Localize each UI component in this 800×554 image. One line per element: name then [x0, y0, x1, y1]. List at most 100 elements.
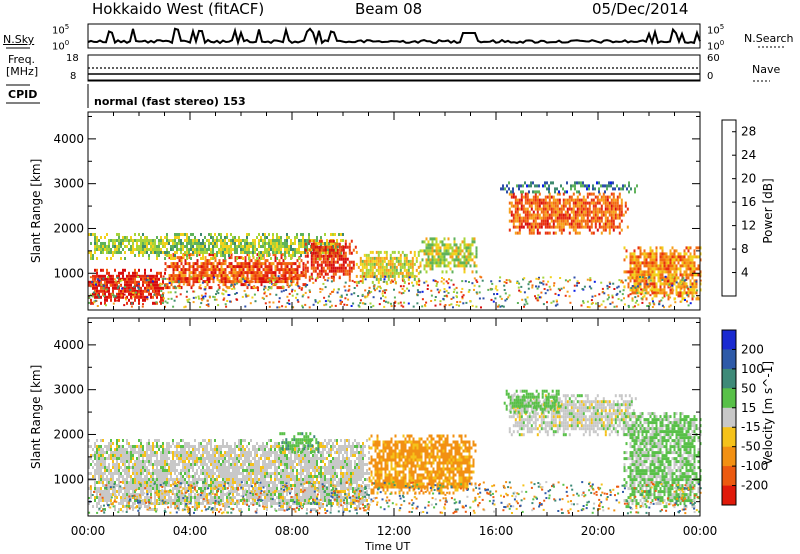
data-cell — [419, 261, 422, 265]
data-cell — [666, 280, 669, 283]
data-cell — [689, 279, 692, 283]
data-cell — [98, 481, 100, 484]
data-cell — [570, 187, 572, 191]
data-cell — [536, 213, 539, 217]
data-cell — [576, 225, 579, 229]
data-cell — [182, 277, 185, 281]
data-cell — [262, 251, 264, 254]
data-cell — [170, 265, 173, 269]
data-cell — [645, 261, 648, 265]
data-cell — [162, 286, 164, 290]
data-cell — [461, 261, 464, 265]
data-cell — [166, 454, 168, 457]
data-cell — [286, 248, 288, 251]
data-cell — [467, 243, 470, 247]
data-cell — [112, 251, 114, 254]
data-cell — [228, 248, 230, 251]
data-cell — [350, 305, 353, 307]
data-cell — [510, 190, 512, 194]
data-cell — [499, 295, 502, 298]
data-cell — [266, 254, 268, 257]
data-cell — [312, 281, 315, 284]
data-cell — [522, 184, 524, 188]
data-cell — [198, 239, 200, 242]
data-cell — [272, 262, 275, 266]
data-cell — [553, 284, 555, 287]
data-cell — [336, 269, 339, 273]
data-cell — [198, 245, 200, 248]
data-cell — [546, 201, 549, 205]
data-cell — [159, 294, 162, 297]
data-cell — [91, 280, 93, 283]
data-cell — [669, 261, 672, 265]
data-cell — [528, 210, 531, 214]
data-cell — [412, 305, 415, 308]
data-cell — [544, 184, 546, 188]
data-cell — [538, 201, 541, 205]
data-cell — [394, 282, 397, 285]
data-cell — [626, 187, 628, 191]
data-cell — [134, 451, 136, 454]
data-cell — [206, 268, 209, 272]
data-cell — [218, 259, 221, 263]
data-cell — [284, 248, 286, 251]
data-cell — [342, 257, 345, 261]
data-cell — [655, 282, 658, 286]
data-cell — [210, 277, 213, 281]
data-cell — [246, 239, 248, 242]
data-cell — [192, 245, 194, 248]
data-cell — [651, 273, 654, 277]
data-cell — [620, 279, 623, 282]
data-cell — [510, 204, 513, 208]
data-cell — [364, 302, 367, 305]
data-cell — [312, 242, 315, 246]
data-cell — [461, 295, 464, 298]
data-cell — [302, 242, 304, 245]
data-cell — [92, 274, 94, 278]
data-cell — [220, 245, 222, 248]
nsearch-label: N.Search — [744, 32, 794, 45]
data-cell — [421, 240, 424, 244]
data-cell — [582, 201, 585, 205]
data-cell — [453, 288, 456, 291]
data-cell — [116, 439, 118, 442]
data-cell — [379, 285, 381, 288]
data-cell — [220, 248, 222, 251]
data-cell — [582, 181, 584, 185]
data-cell — [94, 445, 96, 448]
data-cell — [268, 248, 270, 251]
data-cell — [345, 293, 348, 296]
data-cell — [196, 242, 198, 245]
data-cell — [397, 274, 400, 278]
data-cell — [100, 245, 102, 248]
data-cell — [685, 264, 688, 268]
data-cell — [467, 255, 470, 259]
data-cell — [156, 292, 158, 296]
data-cell — [689, 246, 692, 250]
data-cell — [162, 457, 164, 460]
data-cell — [433, 258, 436, 262]
data-cell — [440, 280, 443, 283]
data-cell — [449, 246, 452, 250]
data-cell — [298, 277, 301, 281]
data-cell — [490, 298, 493, 301]
data-cell — [639, 279, 642, 283]
data-cell — [110, 472, 112, 475]
data-cell — [326, 251, 328, 254]
data-cell — [168, 242, 170, 245]
data-cell — [681, 261, 684, 265]
data-cell — [651, 279, 654, 283]
data-cell — [344, 297, 347, 300]
data-cell — [442, 282, 445, 285]
data-cell — [637, 261, 640, 265]
data-cell — [108, 251, 110, 254]
data-cell — [286, 233, 288, 236]
data-cell — [443, 290, 446, 293]
data-cell — [252, 245, 254, 248]
data-cell — [544, 222, 547, 226]
data-cell — [635, 276, 638, 280]
data-cell — [92, 291, 95, 294]
data-cell — [98, 248, 100, 251]
data-cell — [600, 231, 603, 235]
data-cell — [418, 283, 421, 286]
